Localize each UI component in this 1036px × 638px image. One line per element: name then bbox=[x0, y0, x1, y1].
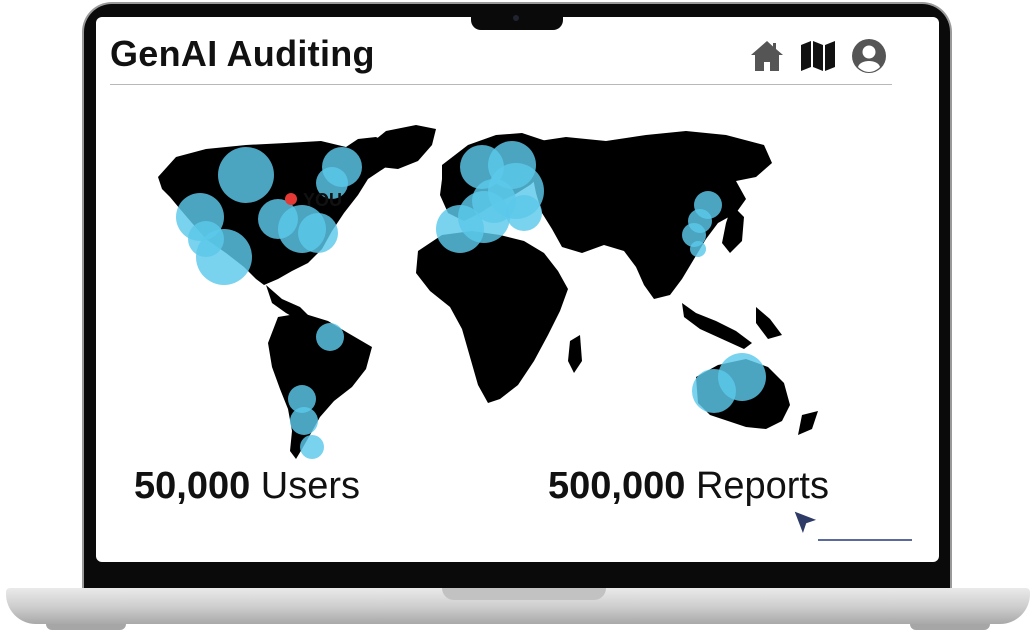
mouse-cursor-icon bbox=[791, 508, 822, 539]
bubble bbox=[316, 323, 344, 351]
cursor-underline bbox=[818, 539, 912, 541]
camera-icon bbox=[513, 15, 519, 21]
bubble bbox=[506, 195, 542, 231]
bubble bbox=[290, 407, 318, 435]
africa bbox=[416, 231, 568, 403]
bubble bbox=[298, 213, 338, 253]
laptop-base bbox=[6, 588, 1030, 624]
users-label: Users bbox=[260, 465, 361, 507]
you-label: YOU bbox=[303, 190, 342, 210]
home-icon[interactable] bbox=[748, 37, 786, 75]
laptop-foot-left bbox=[46, 624, 126, 630]
app-screen: GenAI Auditing bbox=[96, 17, 939, 562]
user-bubbles bbox=[176, 141, 766, 459]
greenland bbox=[364, 125, 436, 169]
bubble bbox=[288, 385, 316, 413]
world-map: YOU bbox=[158, 125, 818, 459]
user-profile-icon[interactable] bbox=[850, 37, 888, 75]
bubble bbox=[690, 241, 706, 257]
bubble bbox=[196, 229, 252, 285]
reports-label: Reports bbox=[695, 465, 829, 507]
bubble bbox=[682, 223, 706, 247]
header-divider bbox=[110, 84, 892, 85]
bubble bbox=[692, 369, 736, 413]
bubble bbox=[316, 167, 348, 199]
reports-stat: 500,000 Reports bbox=[548, 465, 829, 508]
laptop-foot-right bbox=[910, 624, 990, 630]
bubble bbox=[436, 205, 484, 253]
reports-count: 500,000 bbox=[548, 465, 686, 507]
you-marker bbox=[285, 193, 297, 205]
bubble bbox=[300, 435, 324, 459]
map-icon[interactable] bbox=[799, 37, 837, 75]
app-title: GenAI Auditing bbox=[110, 33, 375, 74]
users-stat: 50,000 Users bbox=[134, 465, 360, 508]
bubble bbox=[218, 147, 274, 203]
users-count: 50,000 bbox=[134, 465, 251, 507]
asia bbox=[526, 131, 772, 299]
camera-notch bbox=[471, 4, 563, 30]
base-thumb-notch bbox=[442, 588, 606, 600]
